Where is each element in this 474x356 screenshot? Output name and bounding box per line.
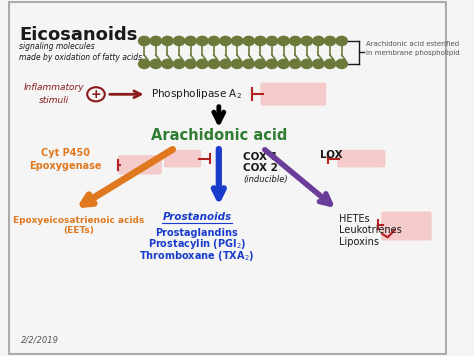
Text: Eicosanoids: Eicosanoids <box>19 26 137 44</box>
Text: Arachidonic acid: Arachidonic acid <box>151 128 287 143</box>
FancyBboxPatch shape <box>381 211 432 241</box>
Text: Arachidonic acid esterified: Arachidonic acid esterified <box>366 41 459 47</box>
Text: Prostacylin (PGI$_2$): Prostacylin (PGI$_2$) <box>148 237 246 251</box>
Circle shape <box>162 59 173 68</box>
Circle shape <box>266 59 278 68</box>
Circle shape <box>255 59 266 68</box>
Circle shape <box>301 36 312 46</box>
Circle shape <box>290 36 301 46</box>
Circle shape <box>138 59 150 68</box>
Circle shape <box>278 36 289 46</box>
Text: Cyt P450: Cyt P450 <box>41 148 90 158</box>
Circle shape <box>173 36 185 46</box>
Circle shape <box>336 36 347 46</box>
Circle shape <box>208 59 219 68</box>
Circle shape <box>313 36 324 46</box>
FancyBboxPatch shape <box>118 155 162 174</box>
Circle shape <box>231 59 243 68</box>
Text: in membrane phospholipid: in membrane phospholipid <box>366 49 459 56</box>
FancyBboxPatch shape <box>261 83 326 106</box>
Circle shape <box>197 59 208 68</box>
Circle shape <box>231 36 243 46</box>
Circle shape <box>173 59 185 68</box>
Text: Phospholipase A$_2$: Phospholipase A$_2$ <box>151 87 242 101</box>
Text: (inducible): (inducible) <box>243 174 288 184</box>
Circle shape <box>243 59 255 68</box>
Text: Inflammatory: Inflammatory <box>24 83 85 93</box>
Circle shape <box>162 36 173 46</box>
Text: HETEs: HETEs <box>339 214 370 224</box>
Text: Epoxygenase: Epoxygenase <box>29 161 101 171</box>
Text: 2/2/2019: 2/2/2019 <box>21 335 59 344</box>
Text: Prostaglandins: Prostaglandins <box>155 228 238 238</box>
Circle shape <box>220 59 231 68</box>
Text: signaling molecules: signaling molecules <box>19 42 95 51</box>
FancyBboxPatch shape <box>9 2 446 354</box>
Circle shape <box>185 36 196 46</box>
Circle shape <box>313 59 324 68</box>
Circle shape <box>278 59 289 68</box>
Circle shape <box>208 36 219 46</box>
Circle shape <box>266 36 278 46</box>
Circle shape <box>185 59 196 68</box>
Circle shape <box>336 59 347 68</box>
Text: stimuli: stimuli <box>39 96 69 105</box>
Text: Prostanoids: Prostanoids <box>162 212 231 222</box>
Text: Epoxyeicosatrienoic acids: Epoxyeicosatrienoic acids <box>13 216 144 225</box>
Circle shape <box>243 36 255 46</box>
Text: Thromboxane (TXA$_2$): Thromboxane (TXA$_2$) <box>139 249 255 263</box>
Text: (EETs): (EETs) <box>63 226 94 235</box>
Text: Lipoxins: Lipoxins <box>339 237 380 247</box>
Circle shape <box>290 59 301 68</box>
Circle shape <box>138 36 150 46</box>
FancyBboxPatch shape <box>164 150 201 167</box>
Text: LOX: LOX <box>320 150 342 160</box>
Circle shape <box>301 59 312 68</box>
Circle shape <box>324 36 336 46</box>
Circle shape <box>255 36 266 46</box>
Circle shape <box>150 36 162 46</box>
Text: made by oxidation of fatty acids: made by oxidation of fatty acids <box>19 53 142 62</box>
Circle shape <box>197 36 208 46</box>
FancyBboxPatch shape <box>337 150 385 167</box>
Text: Leukotrienes: Leukotrienes <box>339 225 402 235</box>
Text: COX 1: COX 1 <box>243 152 278 162</box>
Circle shape <box>220 36 231 46</box>
Text: +: + <box>91 88 101 101</box>
Circle shape <box>324 59 336 68</box>
Circle shape <box>150 59 162 68</box>
Text: COX 2: COX 2 <box>243 163 278 173</box>
